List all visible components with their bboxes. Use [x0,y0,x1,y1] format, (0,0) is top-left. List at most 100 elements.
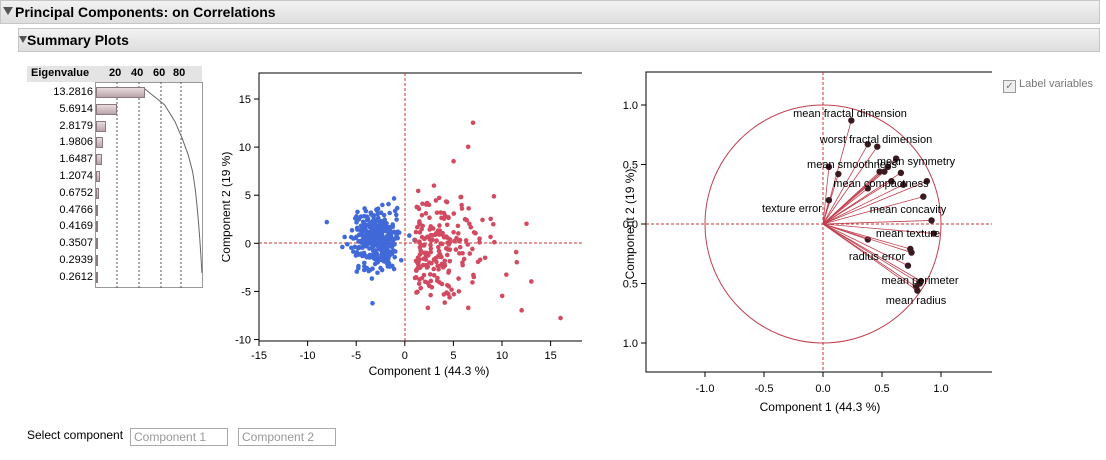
score-point-benign [349,245,354,251]
score-point-benign [372,241,377,246]
score-ytick-label: 10 [239,142,251,154]
score-point-malignant [455,223,461,229]
score-point-malignant [431,266,437,272]
score-point-malignant [453,247,459,252]
score-ytick-label: 5 [245,190,251,202]
eigenvalue-bar [96,103,117,115]
score-point-malignant [433,198,439,203]
score-point-malignant [458,194,464,200]
score-xtick-label: 5 [450,350,456,362]
score-point-benign [362,206,367,211]
score-point-malignant [418,248,423,253]
score-point-malignant [429,238,434,243]
loading-plot[interactable]: mean fractal dimension worst fractal dime… [622,70,992,420]
score-point-malignant [467,251,473,256]
loading-point [848,117,855,124]
score-xtick-label: -10 [300,350,316,362]
score-point-benign [388,252,394,257]
eigenvalue-10: 0.3507 [59,237,93,250]
loading-ytick-label: 0.5 [623,160,638,172]
score-ytick-label: 15 [239,94,251,106]
score-point-malignant [428,242,433,248]
eigenvalue-11: 0.2939 [59,254,93,266]
score-point-malignant [423,257,429,262]
component-1-field[interactable]: Component 1 [130,428,228,446]
eigenvalue-9: 0.4169 [59,220,93,233]
score-point-benign [358,251,364,256]
eigenvalue-bar [96,120,107,132]
score-point-benign [398,257,404,263]
score-point-malignant [413,267,419,273]
loading-ytick-label: 1.0 [623,100,638,112]
score-point-malignant [451,158,456,164]
score-point-benign [345,242,350,247]
score-point-benign [372,261,378,267]
score-point-benign [384,260,390,266]
summary-plots-header[interactable]: Summary Plots [18,28,1100,52]
report-title: Principal Components: on Correlations [15,4,276,20]
eigenvalue-header: Eigenvalue 20 40 60 80 [27,66,202,82]
loading-point [900,181,907,188]
loading-vector [822,223,909,267]
score-point-malignant [438,210,444,215]
score-point-malignant [452,238,457,244]
score-xtick-label: -15 [251,350,267,362]
score-point-malignant [427,272,433,277]
loading-ylabel: Component 2 (19 %) [623,169,637,280]
score-point-malignant [459,206,465,211]
score-point-benign [383,228,389,233]
score-point-benign [375,270,380,276]
score-point-malignant [444,282,450,288]
eigenvalue-bar [96,171,101,182]
score-point-malignant [464,217,470,223]
score-point-malignant [468,224,474,230]
score-point-malignant [513,249,519,255]
score-point-malignant [436,195,442,201]
eigen-tick: 40 [131,67,144,79]
score-point-benign [392,236,398,241]
loading-xtick-label: -0.5 [755,383,774,395]
eigen-tick: 20 [109,67,122,79]
score-point-malignant [488,216,493,222]
loading-point [897,169,905,177]
score-point-malignant [430,233,435,238]
eigenvalue-bar [96,87,145,98]
loading-xtick-label: 0.5 [874,383,889,395]
loading-vector [822,171,880,225]
score-xlabel: Component 1 (44.3 %) [369,364,490,378]
score-point-benign [384,245,389,250]
score-point-malignant [514,259,520,265]
loading-point [884,163,892,171]
loading-label: mean radius [886,295,947,307]
component-2-field[interactable]: Component 2 [238,428,336,446]
label-variables-checkbox[interactable]: ✓ Label variables [1003,78,1093,93]
select-component-label: Select component [27,428,124,442]
score-point-benign [378,231,384,237]
collapse-triangle-icon[interactable] [3,7,13,15]
loading-vector [822,223,934,234]
loading-point [904,262,912,269]
score-point-malignant [451,211,457,216]
score-point-malignant [456,231,461,236]
score-point-malignant [471,272,476,278]
score-xtick-label: -5 [351,350,361,362]
score-ytick-label: -5 [241,286,251,298]
score-point-benign [370,236,376,242]
eigen-tick: 60 [153,67,166,79]
score-point-malignant [444,252,450,258]
loading-point [864,141,872,148]
score-point-benign [370,218,376,223]
principal-components-header[interactable]: Principal Components: on Correlations [0,0,1100,24]
eigenvalue-bar [96,255,98,266]
loading-ytick-label: -0.5 [622,279,638,291]
score-point-malignant [423,211,429,216]
loading-vector [822,223,920,284]
loading-point [835,170,842,178]
score-point-benign [389,244,395,250]
score-point-benign [360,219,366,225]
collapse-triangle-icon[interactable] [19,36,27,43]
score-point-malignant [436,267,441,272]
score-ylabel: Component 2 (19 %) [222,152,233,263]
checkmark-icon[interactable]: ✓ [1003,80,1016,93]
